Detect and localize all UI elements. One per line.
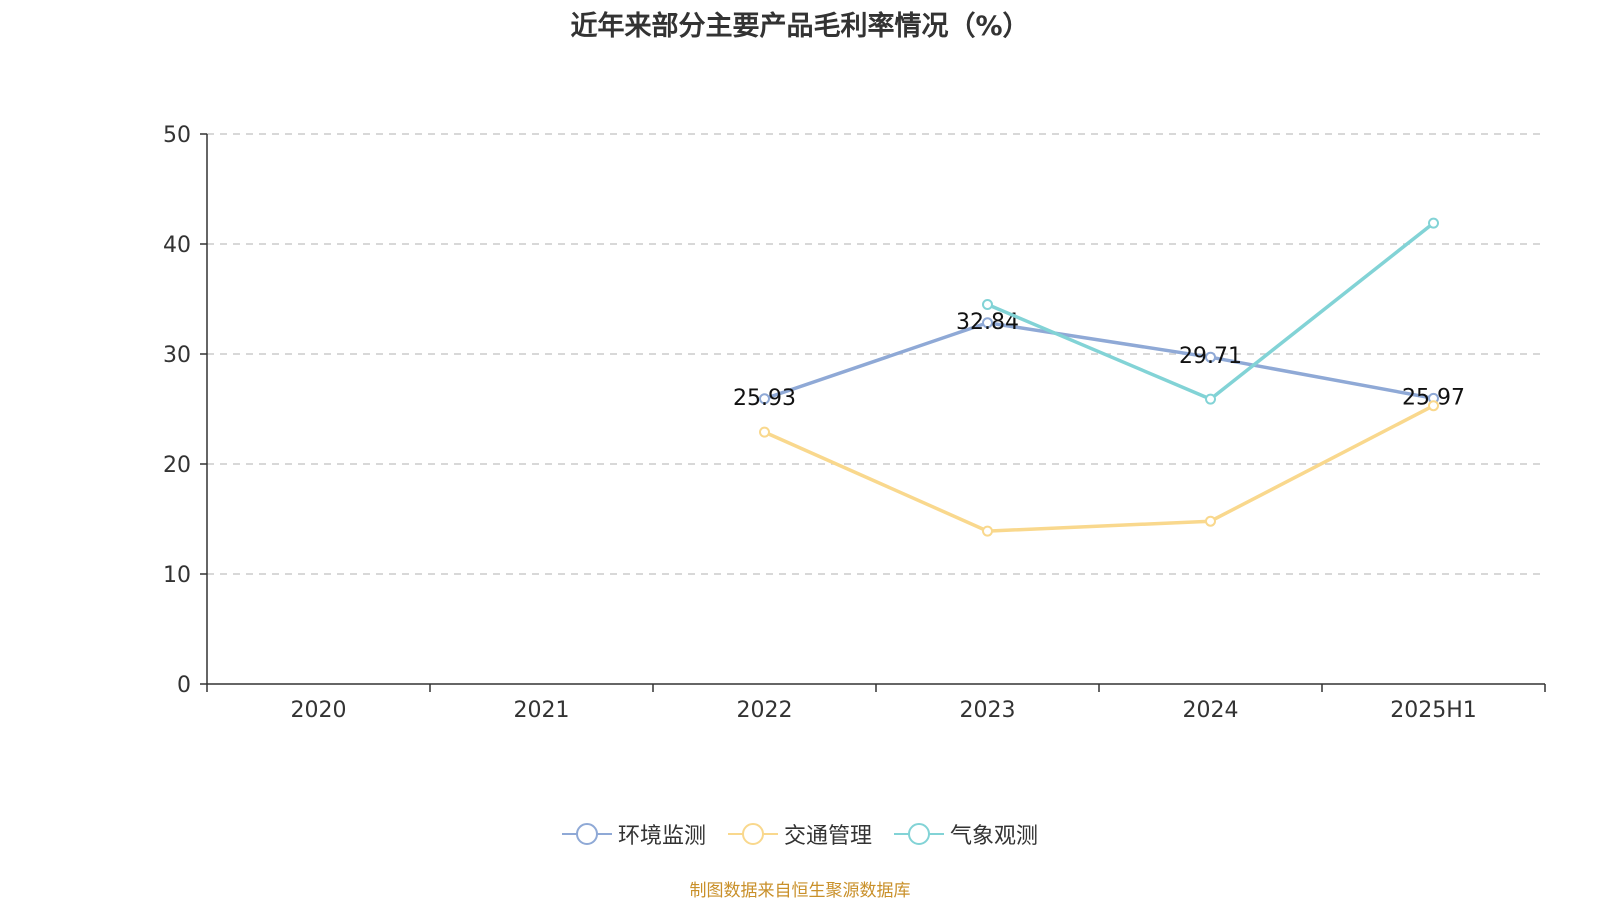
data-point [982,317,993,329]
legend: 环境监测 交通管理 气象观测 [0,818,1600,850]
x-tick-label: 2023 [960,698,1016,723]
data-label: 25.93 [733,386,796,411]
legend-line-marker-icon [561,823,612,845]
legend-line-marker-icon [894,823,944,845]
series-line [763,404,1435,533]
data-point [759,393,770,405]
x-tick-label: 2022 [737,698,793,723]
legend-item-traffic[interactable]: 交通管理 [727,818,872,850]
x-tick-label: 2024 [1183,698,1239,723]
legend-label: 环境监测 [617,824,706,849]
legend-line-marker-icon [727,823,778,845]
legend-item-weather[interactable]: 气象观测 [894,818,1038,850]
data-point [1205,393,1216,405]
y-tick-label: 30 [163,343,191,368]
chart-title: 近年来部分主要产品毛利率情况（%） [570,11,1030,42]
y-tick-label: 0 [177,673,191,698]
data-point [1205,351,1216,363]
y-tick-label: 20 [163,453,191,478]
data-point [1205,515,1216,527]
data-point [982,525,993,537]
source-note: 制图数据来自恒生聚源数据库 [689,881,911,901]
data-point [1428,217,1439,229]
series-line [763,321,1434,401]
data-point [982,299,993,310]
y-tick-label: 40 [163,233,191,258]
y-tick-label: 10 [163,563,191,588]
x-tick-label: 2021 [514,698,570,723]
legend-label: 交通管理 [783,824,872,849]
chart-plot: 0 10 20 30 40 50 2020 2021 2022 2023 2024 2025H1 25.… [163,123,1546,723]
legend-label: 气象观测 [950,824,1039,849]
x-tick-label: 2020 [291,698,347,723]
data-point [1428,400,1439,412]
data-point [759,426,770,438]
series-line [986,221,1435,401]
y-tick-label: 50 [163,123,191,148]
x-tick-label: 2025H1 [1390,698,1477,723]
data-label: 29.71 [1179,344,1242,369]
legend-item-environment[interactable]: 环境监测 [561,818,706,850]
